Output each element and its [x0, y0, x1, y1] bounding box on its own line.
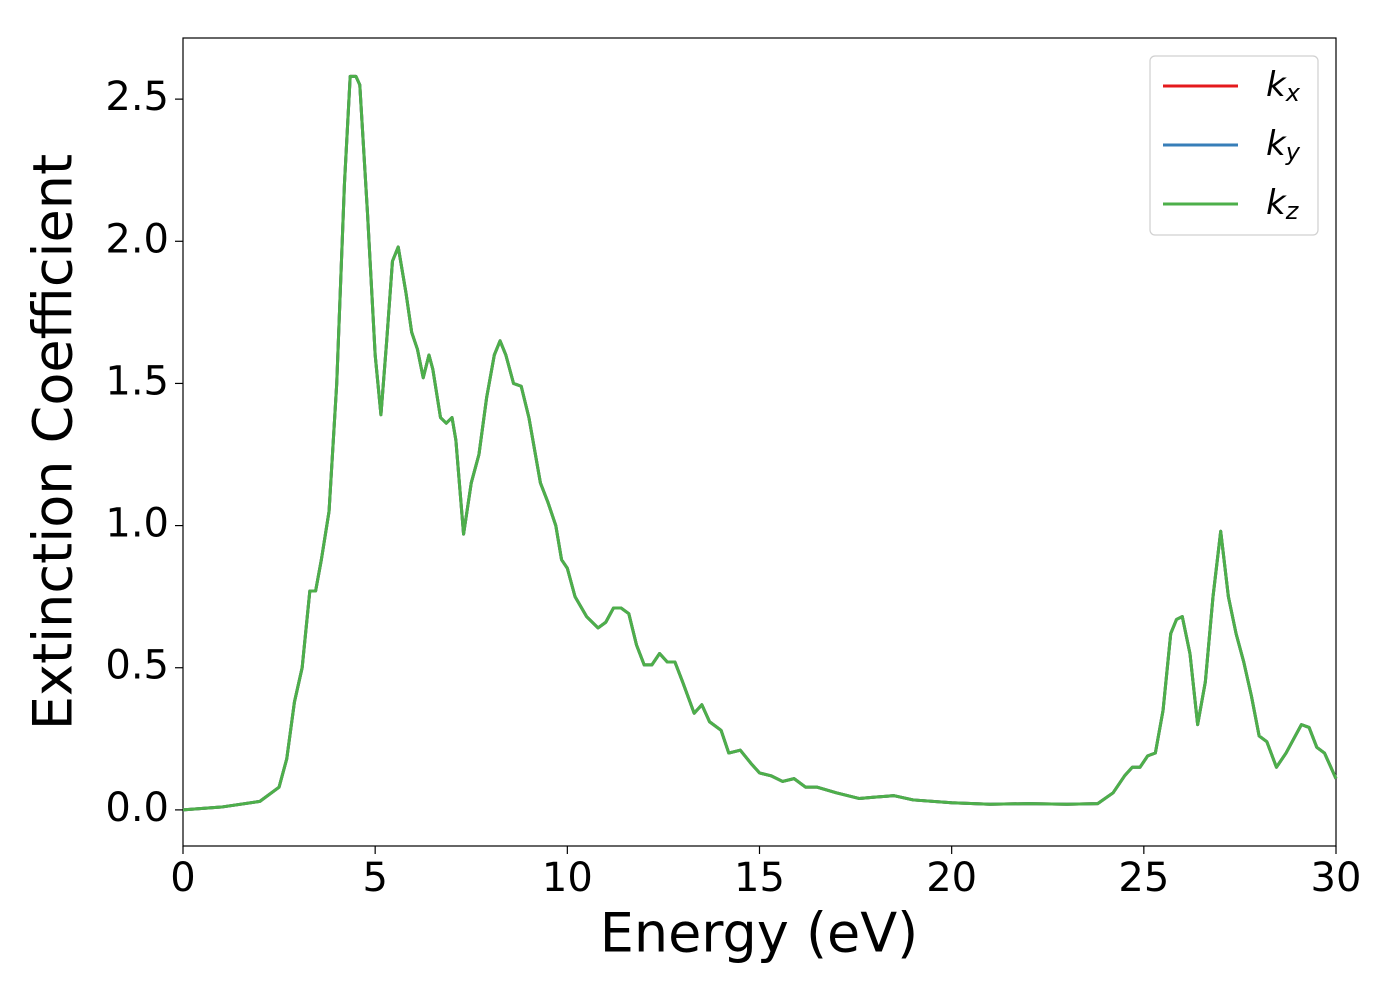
- x-tick-label: 30: [1311, 855, 1362, 901]
- x-tick-label: 20: [926, 855, 977, 901]
- x-tick-label: 0: [170, 855, 195, 901]
- data-line: [182, 74, 1338, 812]
- y-tick-label: 1.0: [105, 501, 169, 547]
- y-tick-label: 1.5: [105, 358, 169, 404]
- legend: kx ky kz: [1149, 55, 1319, 236]
- y-tick-label: 2.0: [105, 216, 169, 262]
- legend-label: ky: [1266, 124, 1301, 167]
- y-tick-label: 2.5: [105, 74, 169, 120]
- x-tick-label: 5: [362, 855, 387, 901]
- y-tick-label: 0.0: [105, 785, 169, 831]
- x-tick-label: 15: [734, 855, 785, 901]
- y-tick-label: 0.5: [105, 643, 169, 689]
- x-tick-label: 10: [542, 855, 593, 901]
- legend-label: kz: [1266, 183, 1300, 226]
- legend-label: kx: [1266, 65, 1301, 108]
- x-tick-label: 25: [1118, 855, 1169, 901]
- x-axis-label: Energy (eV): [600, 902, 919, 965]
- y-axis-label: Extinction Coefficient: [22, 154, 85, 730]
